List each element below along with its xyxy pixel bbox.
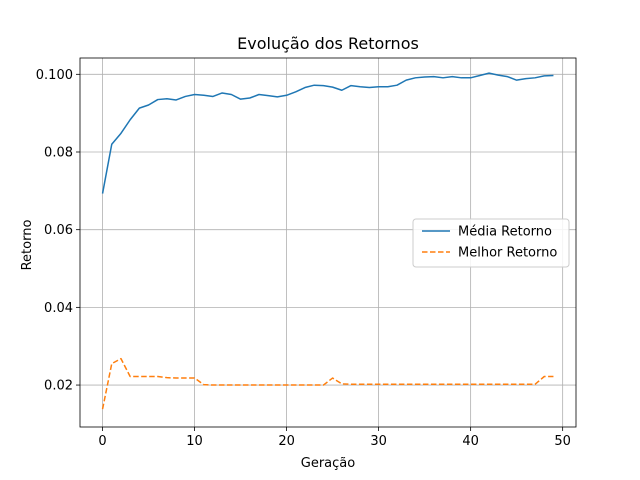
y-tick-label: 0.08 xyxy=(44,145,73,160)
chart-title: Evolução dos Retornos xyxy=(237,34,419,53)
series-line-melhor-retorno xyxy=(101,357,554,410)
x-tick-label: 10 xyxy=(186,434,203,449)
series-layer xyxy=(101,72,554,410)
y-tick-label: 0.06 xyxy=(44,223,73,238)
x-tick-label: 30 xyxy=(370,434,387,449)
x-axis-label: Geração xyxy=(301,456,355,471)
y-axis-label: Retorno xyxy=(20,220,35,271)
legend-box xyxy=(412,218,570,268)
plot-frame xyxy=(79,57,577,428)
legend: Média Retorno Melhor Retorno xyxy=(412,218,570,268)
legend-label: Melhor Retorno xyxy=(458,246,557,261)
y-tick-label: 0.04 xyxy=(44,301,73,316)
y-tick-label: 0.100 xyxy=(36,68,73,83)
series-line-media-retorno xyxy=(101,72,554,194)
legend-label: Média Retorno xyxy=(458,225,552,240)
x-tick-label: 20 xyxy=(278,434,295,449)
x-tick-label: 40 xyxy=(462,434,479,449)
x-tick-label: 0 xyxy=(98,434,106,449)
x-axis: 0 10 20 30 40 50 xyxy=(98,427,571,449)
y-tick-label: 0.02 xyxy=(44,379,73,394)
x-tick-label: 50 xyxy=(554,434,571,449)
y-axis: 0.02 0.04 0.06 0.08 0.100 xyxy=(36,68,80,394)
